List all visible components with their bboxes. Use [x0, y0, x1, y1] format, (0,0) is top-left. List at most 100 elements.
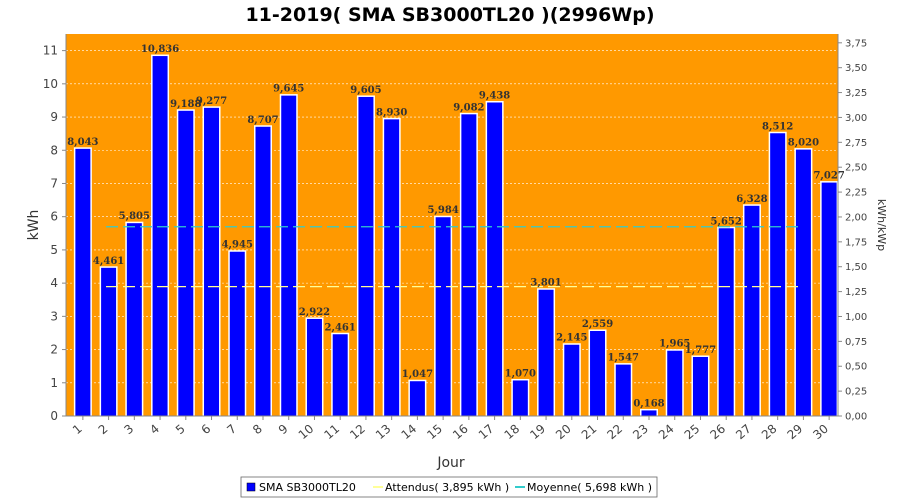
y-axis-ticks: 0 1 2 3 4 5 6 7 8 9 10 11	[43, 44, 66, 423]
legend-label: SMA SB3000TL20	[259, 481, 356, 494]
x-tick-label: 5	[173, 422, 188, 438]
bar	[204, 107, 220, 417]
bar	[538, 289, 554, 416]
bar-value-label: 1,965	[659, 339, 690, 350]
bar	[101, 267, 117, 416]
bar	[564, 344, 580, 416]
x-tick-label: 14	[399, 422, 420, 443]
x-tick-label: 4	[147, 422, 162, 438]
legend-box	[240, 476, 658, 498]
legend-label: Attendus( 3,895 kWh )	[385, 481, 509, 494]
y-tick-label: 1	[50, 376, 58, 390]
y2-tick-label: 1,75	[845, 237, 867, 248]
bar-value-label: 0,168	[633, 398, 664, 409]
x-tick-label: 16	[450, 422, 471, 443]
y2-tick-label: 3,25	[845, 88, 867, 99]
chart-title: 11-2019( SMA SB3000TL20 )(2996Wp)	[245, 4, 654, 26]
x-tick-label: 11	[321, 422, 342, 443]
y2-axis-ticks: 0,00 0,25 0,50 0,75 1,00 1,25 1,50 1,75 2,00 2,25…	[838, 38, 867, 423]
bar	[795, 149, 811, 416]
bar	[332, 334, 348, 416]
bar-value-label: 5,652	[711, 216, 742, 227]
x-tick-label: 23	[630, 422, 651, 443]
x-tick-label: 30	[810, 422, 831, 443]
bar-value-label: 10,836	[141, 44, 179, 55]
y-tick-label: 0	[50, 409, 58, 423]
bar	[770, 133, 786, 416]
bar-value-label: 1,547	[608, 353, 639, 364]
y2-tick-label: 2,00	[845, 212, 867, 223]
bar-value-label: 1,047	[402, 369, 433, 380]
x-tick-label: 21	[579, 422, 600, 443]
y-tick-label: 9	[50, 110, 58, 124]
bar-value-label: 8,512	[762, 121, 793, 132]
bar-value-label: 2,922	[299, 307, 330, 318]
y2-tick-label: 1,50	[845, 262, 867, 273]
legend-swatch	[246, 482, 256, 492]
bar	[255, 126, 271, 416]
y-tick-label: 10	[43, 77, 58, 91]
bar	[126, 223, 142, 416]
y-tick-label: 5	[50, 243, 58, 257]
x-tick-label: 18	[502, 422, 523, 443]
bar-value-label: 8,043	[67, 137, 98, 148]
axes	[65, 34, 839, 417]
x-tick-label: 7	[224, 422, 239, 438]
x-tick-label: 8	[250, 422, 265, 438]
x-tick-label: 20	[553, 422, 574, 443]
x-tick-label: 1	[70, 422, 85, 438]
bar-value-label: 4,461	[93, 256, 124, 267]
x-tick-label: 13	[373, 422, 394, 443]
y2-axis-label: kWh/kWp	[875, 199, 888, 251]
bar-value-label: 1,777	[685, 345, 716, 356]
bar	[641, 410, 657, 416]
x-tick-label: 22	[604, 422, 625, 443]
x-tick-label: 12	[347, 422, 368, 443]
x-tick-label: 6	[199, 422, 214, 438]
bar	[744, 205, 760, 416]
y2-tick-label: 3,50	[845, 63, 867, 74]
bar-value-label: 9,605	[350, 85, 381, 96]
bar-value-label: 6,328	[736, 194, 767, 205]
bar-value-label: 8,930	[376, 107, 407, 118]
y-tick-label: 2	[50, 343, 58, 357]
x-tick-label: 3	[121, 422, 136, 438]
bar	[718, 228, 734, 416]
y-tick-label: 8	[50, 143, 58, 157]
bar	[152, 56, 168, 417]
legend: SMA SB3000TL20 Attendus( 3,895 kWh ) Moyen…	[240, 476, 658, 498]
x-tick-label: 2	[96, 422, 111, 438]
bar	[487, 102, 503, 416]
bar	[409, 381, 425, 416]
bar-value-label: 2,559	[582, 319, 613, 330]
y2-tick-label: 2,50	[845, 163, 867, 174]
bar	[461, 114, 477, 417]
y-tick-label: 4	[50, 276, 58, 290]
bar-value-label: 1,070	[505, 368, 536, 379]
x-tick-label: 25	[682, 422, 703, 443]
bar-value-label: 3,801	[530, 278, 561, 289]
y-tick-label: 11	[43, 44, 58, 58]
y2-tick-label: 3,00	[845, 113, 867, 124]
x-tick-label: 17	[476, 422, 497, 443]
y2-tick-label: 2,25	[845, 188, 867, 199]
bar-value-label: 8,707	[247, 115, 278, 126]
y2-tick-label: 1,25	[845, 287, 867, 298]
y-tick-label: 7	[50, 176, 58, 190]
bar	[384, 119, 400, 416]
bar	[667, 350, 683, 416]
bar	[306, 318, 322, 416]
x-tick-label: 27	[733, 422, 754, 443]
x-tick-label: 10	[296, 422, 317, 443]
bar-value-label: 2,461	[325, 322, 356, 333]
bar	[821, 182, 837, 416]
bar	[281, 95, 297, 417]
x-tick-label: 9	[276, 422, 291, 438]
bar-value-label: 9,188	[170, 99, 201, 110]
bar	[590, 330, 606, 416]
x-tick-label: 29	[785, 422, 806, 443]
bar	[692, 356, 708, 416]
bar-value-label: 7,027	[813, 171, 844, 182]
